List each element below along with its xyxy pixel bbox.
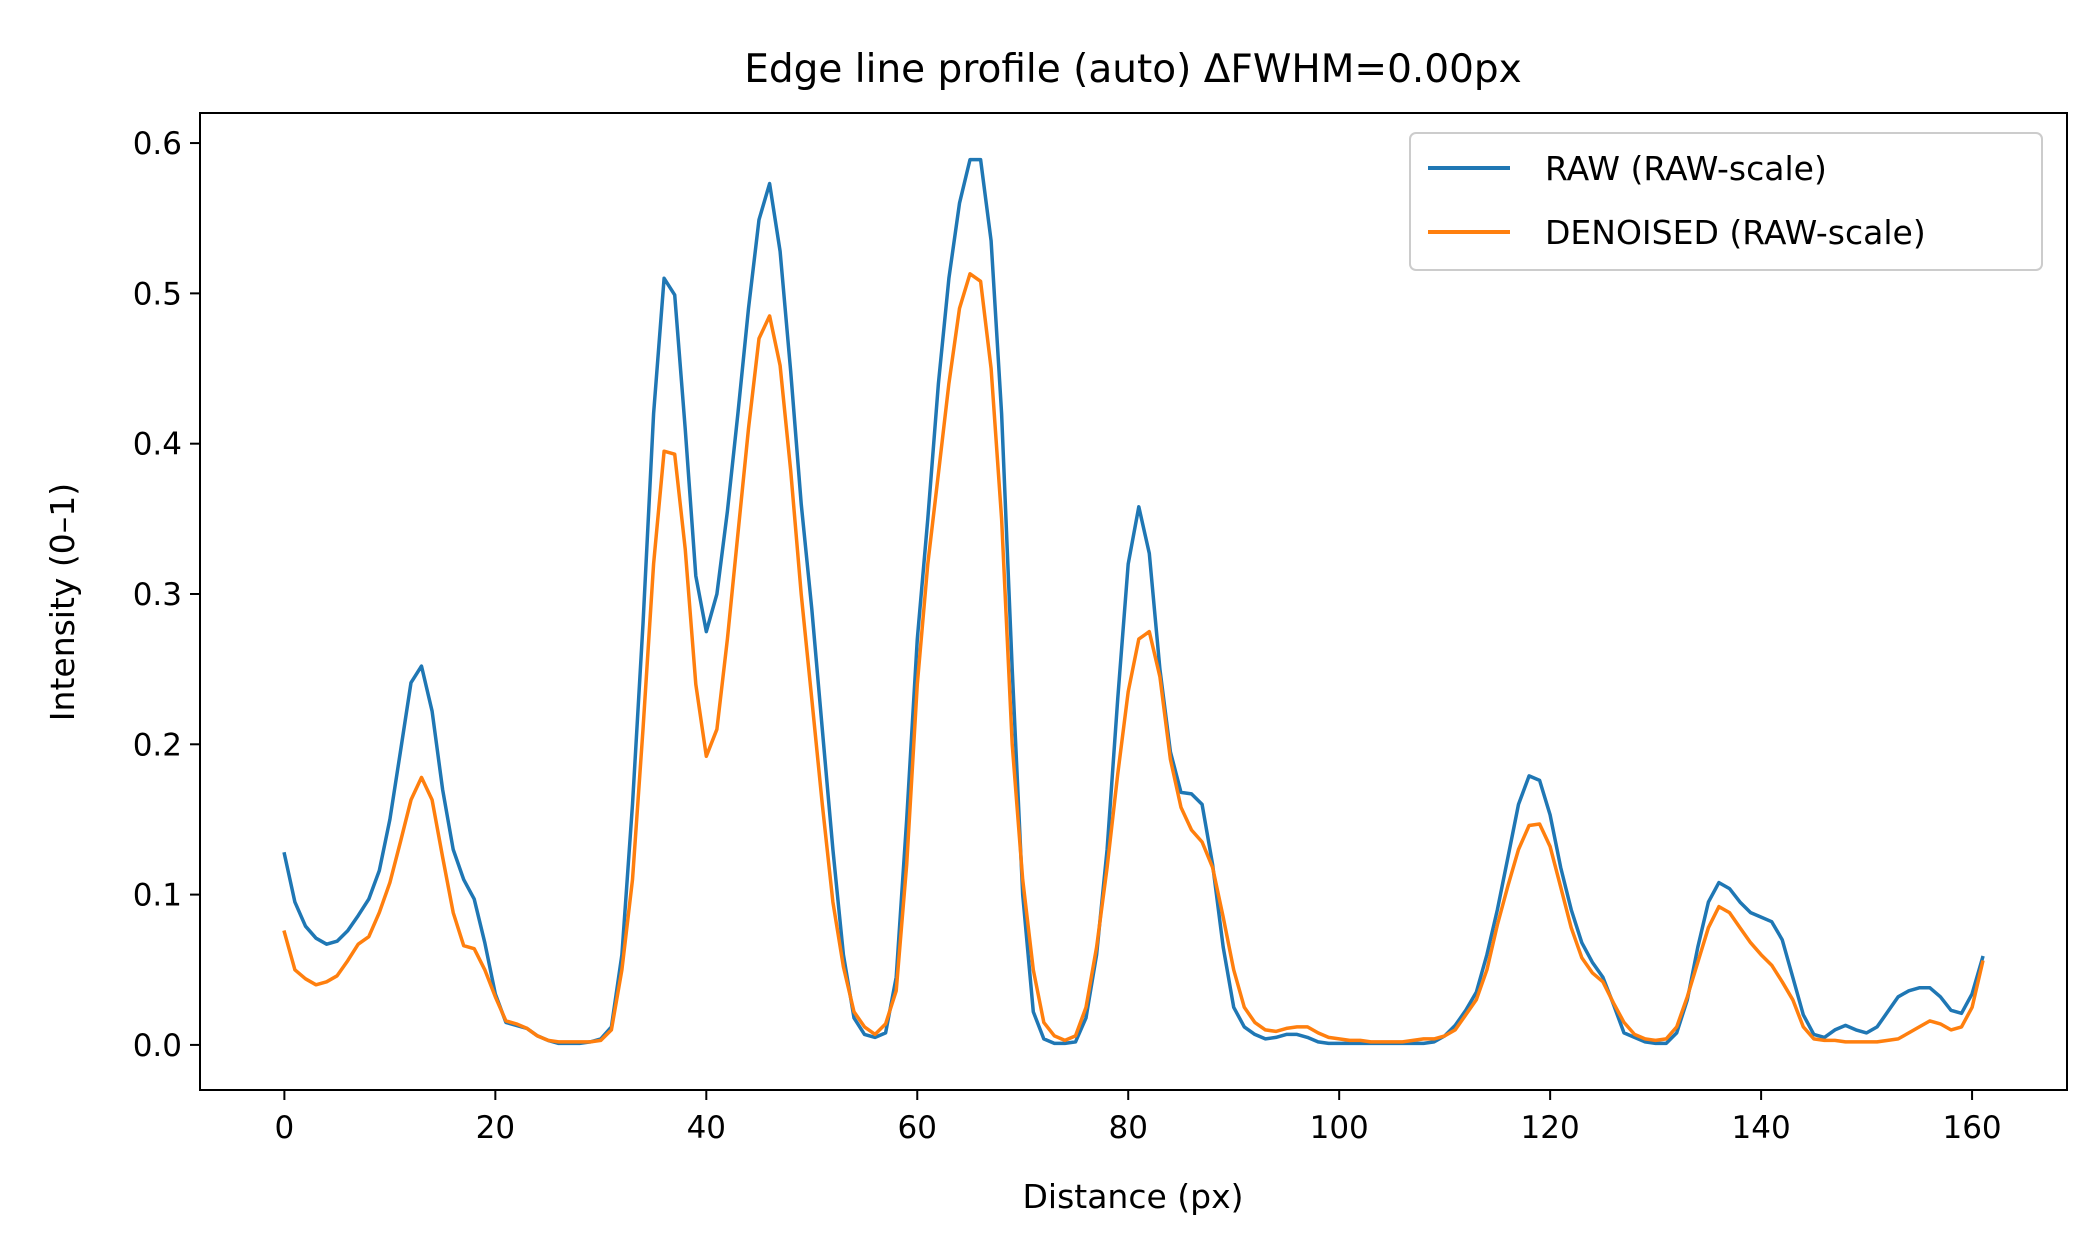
legend-frame: [1409, 132, 2043, 271]
y-tick-label: 0.2: [133, 727, 182, 763]
x-axis-label: Distance (px): [1022, 1177, 1243, 1216]
x-tick-label: 40: [687, 1110, 726, 1146]
x-tick-label: 0: [275, 1110, 295, 1146]
x-tick-label: 160: [1942, 1110, 2001, 1146]
chart-title: Edge line profile (auto) ΔFWHM=0.00px: [744, 47, 1522, 92]
y-tick-label: 0.5: [133, 276, 182, 312]
y-axis-ticks: 0.0 0.1 0.2 0.3 0.4 0.5 0.6: [133, 126, 200, 1064]
y-axis-label: Intensity (0–1): [43, 483, 82, 721]
legend-label-denoised: DENOISED (RAW-scale): [1545, 213, 1926, 252]
x-tick-label: 140: [1732, 1110, 1791, 1146]
y-tick-label: 0.6: [133, 126, 182, 162]
x-tick-label: 20: [476, 1110, 515, 1146]
y-tick-label: 0.1: [133, 878, 182, 914]
legend-label-raw: RAW (RAW-scale): [1545, 149, 1827, 188]
x-axis-ticks: 0 20 40 60 80 100 120 140 160: [275, 1090, 2002, 1146]
plot-lines: [282, 157, 1985, 1046]
y-tick-label: 0.3: [133, 577, 182, 613]
x-tick-label: 80: [1108, 1110, 1147, 1146]
y-tick-label: 0.0: [133, 1028, 182, 1064]
y-tick-label: 0.4: [133, 427, 182, 463]
plot-frame: [199, 112, 2068, 1091]
x-tick-label: 60: [898, 1110, 937, 1146]
legend: RAW (RAW-scale) DENOISED (RAW-scale): [1409, 132, 2043, 271]
x-tick-label: 120: [1521, 1110, 1580, 1146]
series-line-denoised: [282, 272, 1985, 1044]
x-tick-label: 100: [1310, 1110, 1369, 1146]
